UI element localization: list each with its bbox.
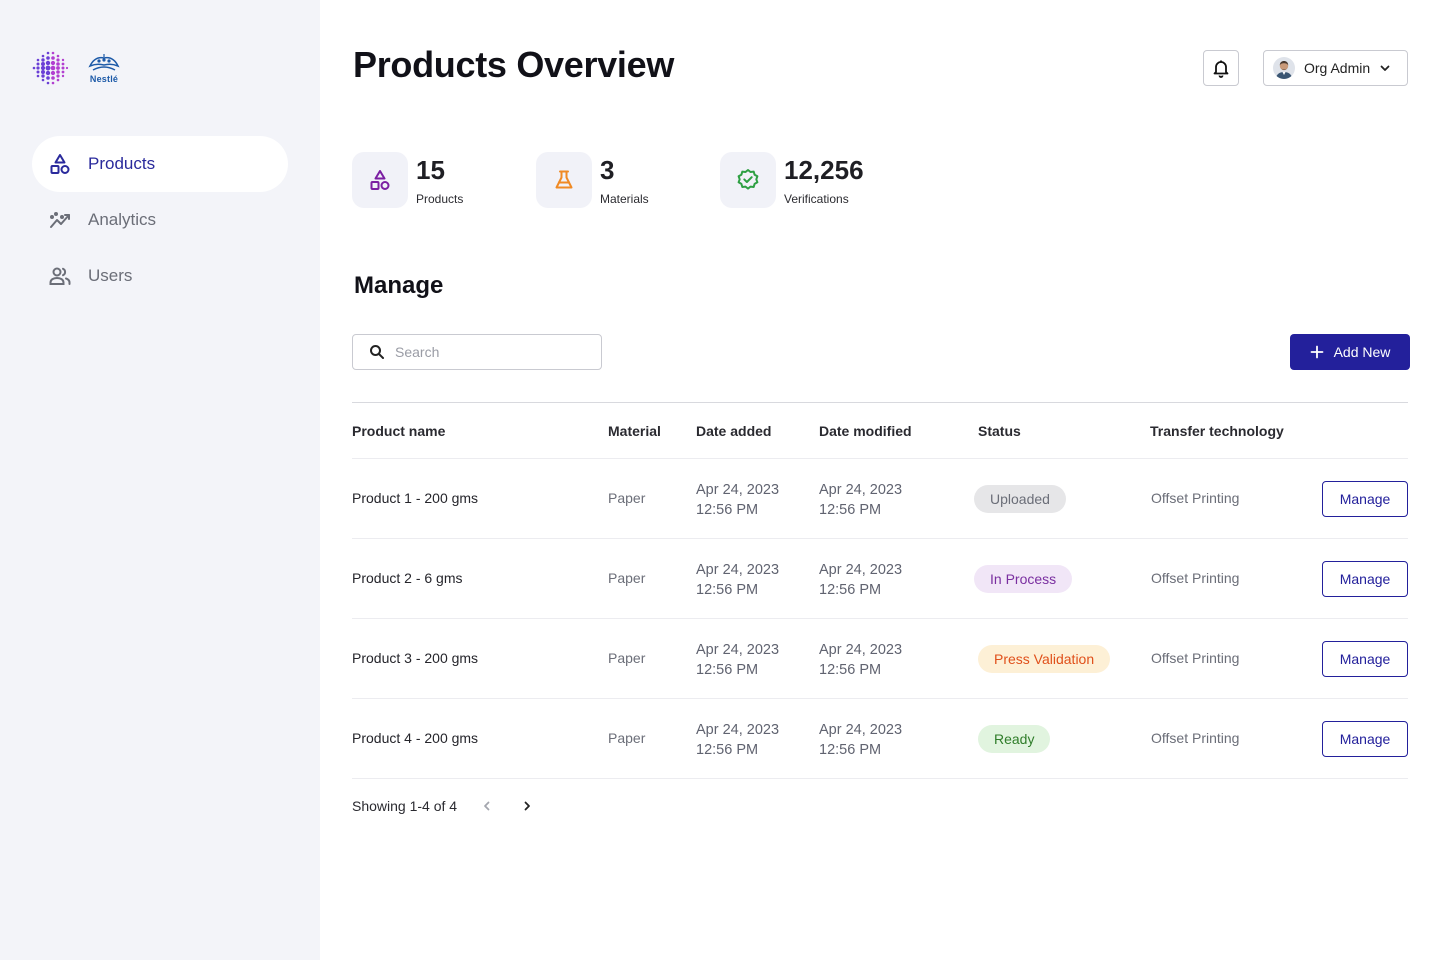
user-menu[interactable]: Org Admin [1263,50,1408,86]
nest-birds-icon [88,54,120,71]
date-modified: Apr 24, 2023 12:56 PM [819,482,903,518]
stat-icon-box [352,152,408,208]
sidebar-item-label: Analytics [88,210,157,229]
user-name: Org Admin [1304,60,1371,76]
manage-button[interactable]: Manage [1322,561,1408,597]
material: Paper [608,650,646,666]
date-modified: Apr 24, 2023 12:56 PM [819,722,903,758]
stat-value: 12,256 [784,155,864,185]
transfer-technology: Offset Printing [1151,650,1240,666]
stat-label: Materials [600,192,649,206]
stat-value: 3 [600,155,615,185]
brand-logo-icon [32,51,69,85]
notifications-button[interactable] [1203,50,1239,86]
stat-text: 15 Products [416,152,463,206]
shapes-icon [48,152,72,176]
date-added: Apr 24, 2023 12:56 PM [696,482,780,518]
partner-name: Nestlé [89,74,119,84]
table-header: Product name Material Date added Date mo… [352,403,1408,459]
product-name: Product 4 - 200 gms [352,730,479,746]
sidebar-item-analytics[interactable]: Analytics [32,192,288,248]
pagination-summary: Showing 1-4 of 4 [352,798,458,814]
date-added: Apr 24, 2023 12:56 PM [696,642,780,678]
products-table: Product name Material Date added Date mo… [352,402,1408,779]
search-input[interactable] [395,344,585,360]
search-icon [370,345,384,359]
previous-page-button[interactable] [477,796,497,816]
material: Paper [608,570,646,586]
bell-icon [1213,60,1229,78]
sidebar-item-label: Users [88,266,133,285]
table-row: Product 3 - 200 gms Paper Apr 24, 2023 12… [352,619,1408,699]
partner-logo: Nestlé [86,52,122,84]
sidebar-nav: Products Analytics [32,136,288,304]
add-new-button[interactable]: Add New [1290,334,1410,370]
stat-verifications: 12,256 Verifications [720,152,864,208]
sidebar-item-products[interactable]: Products [32,136,288,192]
status-badge: Uploaded [974,485,1066,513]
stat-value: 15 [416,155,445,185]
sidebar-item-label: Products [88,154,156,173]
stat-products: 15 Products [352,152,463,208]
date-modified: Apr 24, 2023 12:56 PM [819,562,903,598]
logo-area: Nestlé [30,48,122,88]
stat-materials: 3 Materials [536,152,649,208]
column-header-transfer-technology: Transfer technology [1150,423,1284,439]
pagination: Showing 1-4 of 4 [352,796,537,816]
column-header-material: Material [608,423,661,439]
product-name: Product 1 - 200 gms [352,490,479,506]
material: Paper [608,730,646,746]
status-badge: Ready [978,725,1051,753]
stat-text: 12,256 Verifications [784,152,864,206]
stat-label: Products [416,192,464,206]
table-row: Product 4 - 200 gms Paper Apr 24, 2023 12… [352,699,1408,779]
status-badge: Press Validation [978,645,1111,673]
date-added: Apr 24, 2023 12:56 PM [696,722,780,758]
table-row: Product 2 - 6 gms Paper Apr 24, 2023 12:5… [352,539,1408,619]
column-header-date-added: Date added [696,423,772,439]
material: Paper [608,490,646,506]
transfer-technology: Offset Printing [1151,490,1240,506]
stat-icon-box [720,152,776,208]
stat-label: Verifications [784,192,849,206]
sidebar-item-users[interactable]: Users [32,248,288,304]
date-added: Apr 24, 2023 12:56 PM [696,562,780,598]
manage-button[interactable]: Manage [1322,481,1408,517]
avatar [1273,57,1295,79]
stat-text: 3 Materials [600,152,649,206]
transfer-technology: Offset Printing [1151,570,1240,586]
page-title: Products Overview [353,44,675,85]
column-header-date-modified: Date modified [819,423,912,439]
shapes-icon [370,170,390,190]
transfer-technology: Offset Printing [1151,730,1240,746]
table-row: Product 1 - 200 gms Paper Apr 24, 2023 12… [352,459,1408,539]
status-badge: In Process [974,565,1073,593]
next-page-button[interactable] [517,796,537,816]
product-name: Product 3 - 200 gms [352,650,479,666]
plus-icon [1310,345,1323,359]
search-box[interactable] [352,334,602,370]
column-header-product-name: Product name [352,423,446,439]
sidebar: Nestlé Products [0,0,320,960]
chevron-right-icon [524,801,530,811]
stat-icon-box [536,152,592,208]
flask-icon [555,170,573,189]
manage-button[interactable]: Manage [1322,721,1408,757]
verified-badge-icon [737,169,759,190]
product-name: Product 2 - 6 gms [352,570,463,586]
column-header-status: Status [978,423,1021,439]
chevron-left-icon [484,801,490,811]
date-modified: Apr 24, 2023 12:56 PM [819,642,903,678]
section-title: Manage [354,272,444,299]
manage-button[interactable]: Manage [1322,641,1408,677]
chevron-down-icon [1379,62,1391,74]
users-icon [48,264,72,288]
trend-icon [48,208,72,232]
add-new-label: Add New [1333,344,1391,360]
